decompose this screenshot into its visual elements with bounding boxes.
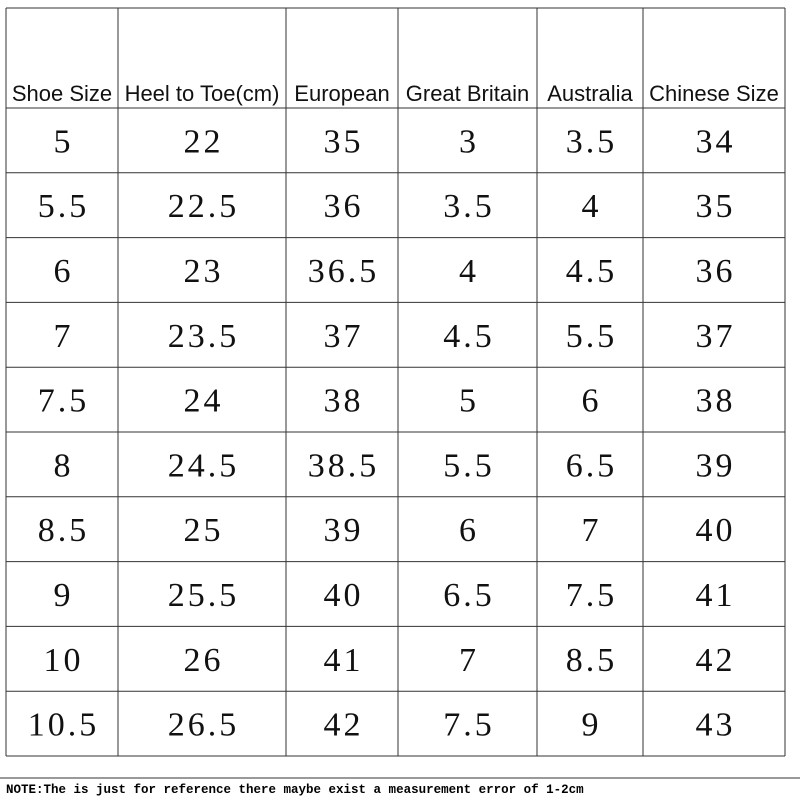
table-cell: 5.5 — [443, 447, 495, 484]
table-cell: 6.5 — [443, 577, 495, 614]
table-cell: 37 — [696, 318, 736, 355]
table-cell: 7 — [54, 318, 74, 355]
table-cell: 5 — [54, 123, 74, 160]
table-cell: 41 — [696, 577, 736, 614]
table-cell: 7.5 — [443, 707, 495, 744]
table-cell: 36 — [324, 188, 364, 225]
table-cell: 6.5 — [566, 447, 618, 484]
table-cell: 38 — [696, 383, 736, 420]
table-cell: 26.5 — [168, 707, 240, 744]
table-cell: 7 — [582, 512, 602, 549]
header-cell: Heel to Toe(cm) — [125, 81, 280, 106]
table-cell: 4.5 — [566, 253, 618, 290]
table-cell: 22 — [184, 123, 224, 160]
table-cell: 7.5 — [38, 383, 90, 420]
table-cell: 24 — [184, 383, 224, 420]
table-cell: 5.5 — [38, 188, 90, 225]
table-cell: 8 — [54, 447, 74, 484]
table-cell: 5.5 — [566, 318, 618, 355]
header-cell: Shoe Size — [12, 81, 112, 106]
table-cell: 6 — [54, 253, 74, 290]
table-cell: 9 — [54, 577, 74, 614]
table-cell: 38 — [324, 383, 364, 420]
table-cell: 3.5 — [443, 188, 495, 225]
table-cell: 43 — [696, 707, 736, 744]
table-cell: 35 — [696, 188, 736, 225]
table-cell: 7.5 — [566, 577, 618, 614]
table-cell: 25 — [184, 512, 224, 549]
table-cell: 10.5 — [28, 707, 100, 744]
table-cell: 36.5 — [308, 253, 380, 290]
header-cell: Great Britain — [406, 81, 530, 106]
table-cell: 40 — [324, 577, 364, 614]
table-cell: 10 — [44, 642, 84, 679]
table-cell: 25.5 — [168, 577, 240, 614]
table-cell: 6 — [582, 383, 602, 420]
table-cell: 37 — [324, 318, 364, 355]
table-cell: 42 — [324, 707, 364, 744]
table-cell: 24.5 — [168, 447, 240, 484]
table-cell: 36 — [696, 253, 736, 290]
table-cell: 35 — [324, 123, 364, 160]
table-cell: 7 — [459, 642, 479, 679]
table-cell: 9 — [582, 707, 602, 744]
table-cell: 4 — [582, 188, 602, 225]
note: NOTE:The is just for reference there may… — [6, 783, 584, 797]
table-cell: 39 — [696, 447, 736, 484]
header-cell: European — [294, 81, 389, 106]
header-cell: Chinese Size — [649, 81, 779, 106]
header-cell: Australia — [547, 81, 633, 106]
table-cell: 41 — [324, 642, 364, 679]
table-cell: 4 — [459, 253, 479, 290]
table-cell: 8.5 — [38, 512, 90, 549]
table-cell: 6 — [459, 512, 479, 549]
table-cell: 26 — [184, 642, 224, 679]
table-cell: 8.5 — [566, 642, 618, 679]
table-cell: 39 — [324, 512, 364, 549]
table-cell: 40 — [696, 512, 736, 549]
table-cell: 34 — [696, 123, 736, 160]
table-cell: 23 — [184, 253, 224, 290]
table-cell: 5 — [459, 383, 479, 420]
table-cell: 22.5 — [168, 188, 240, 225]
table-cell: 38.5 — [308, 447, 380, 484]
table-cell: 3.5 — [566, 123, 618, 160]
table-cell: 3 — [459, 123, 479, 160]
table-cell: 42 — [696, 642, 736, 679]
table-cell: 4.5 — [443, 318, 495, 355]
table-cell: 23.5 — [168, 318, 240, 355]
